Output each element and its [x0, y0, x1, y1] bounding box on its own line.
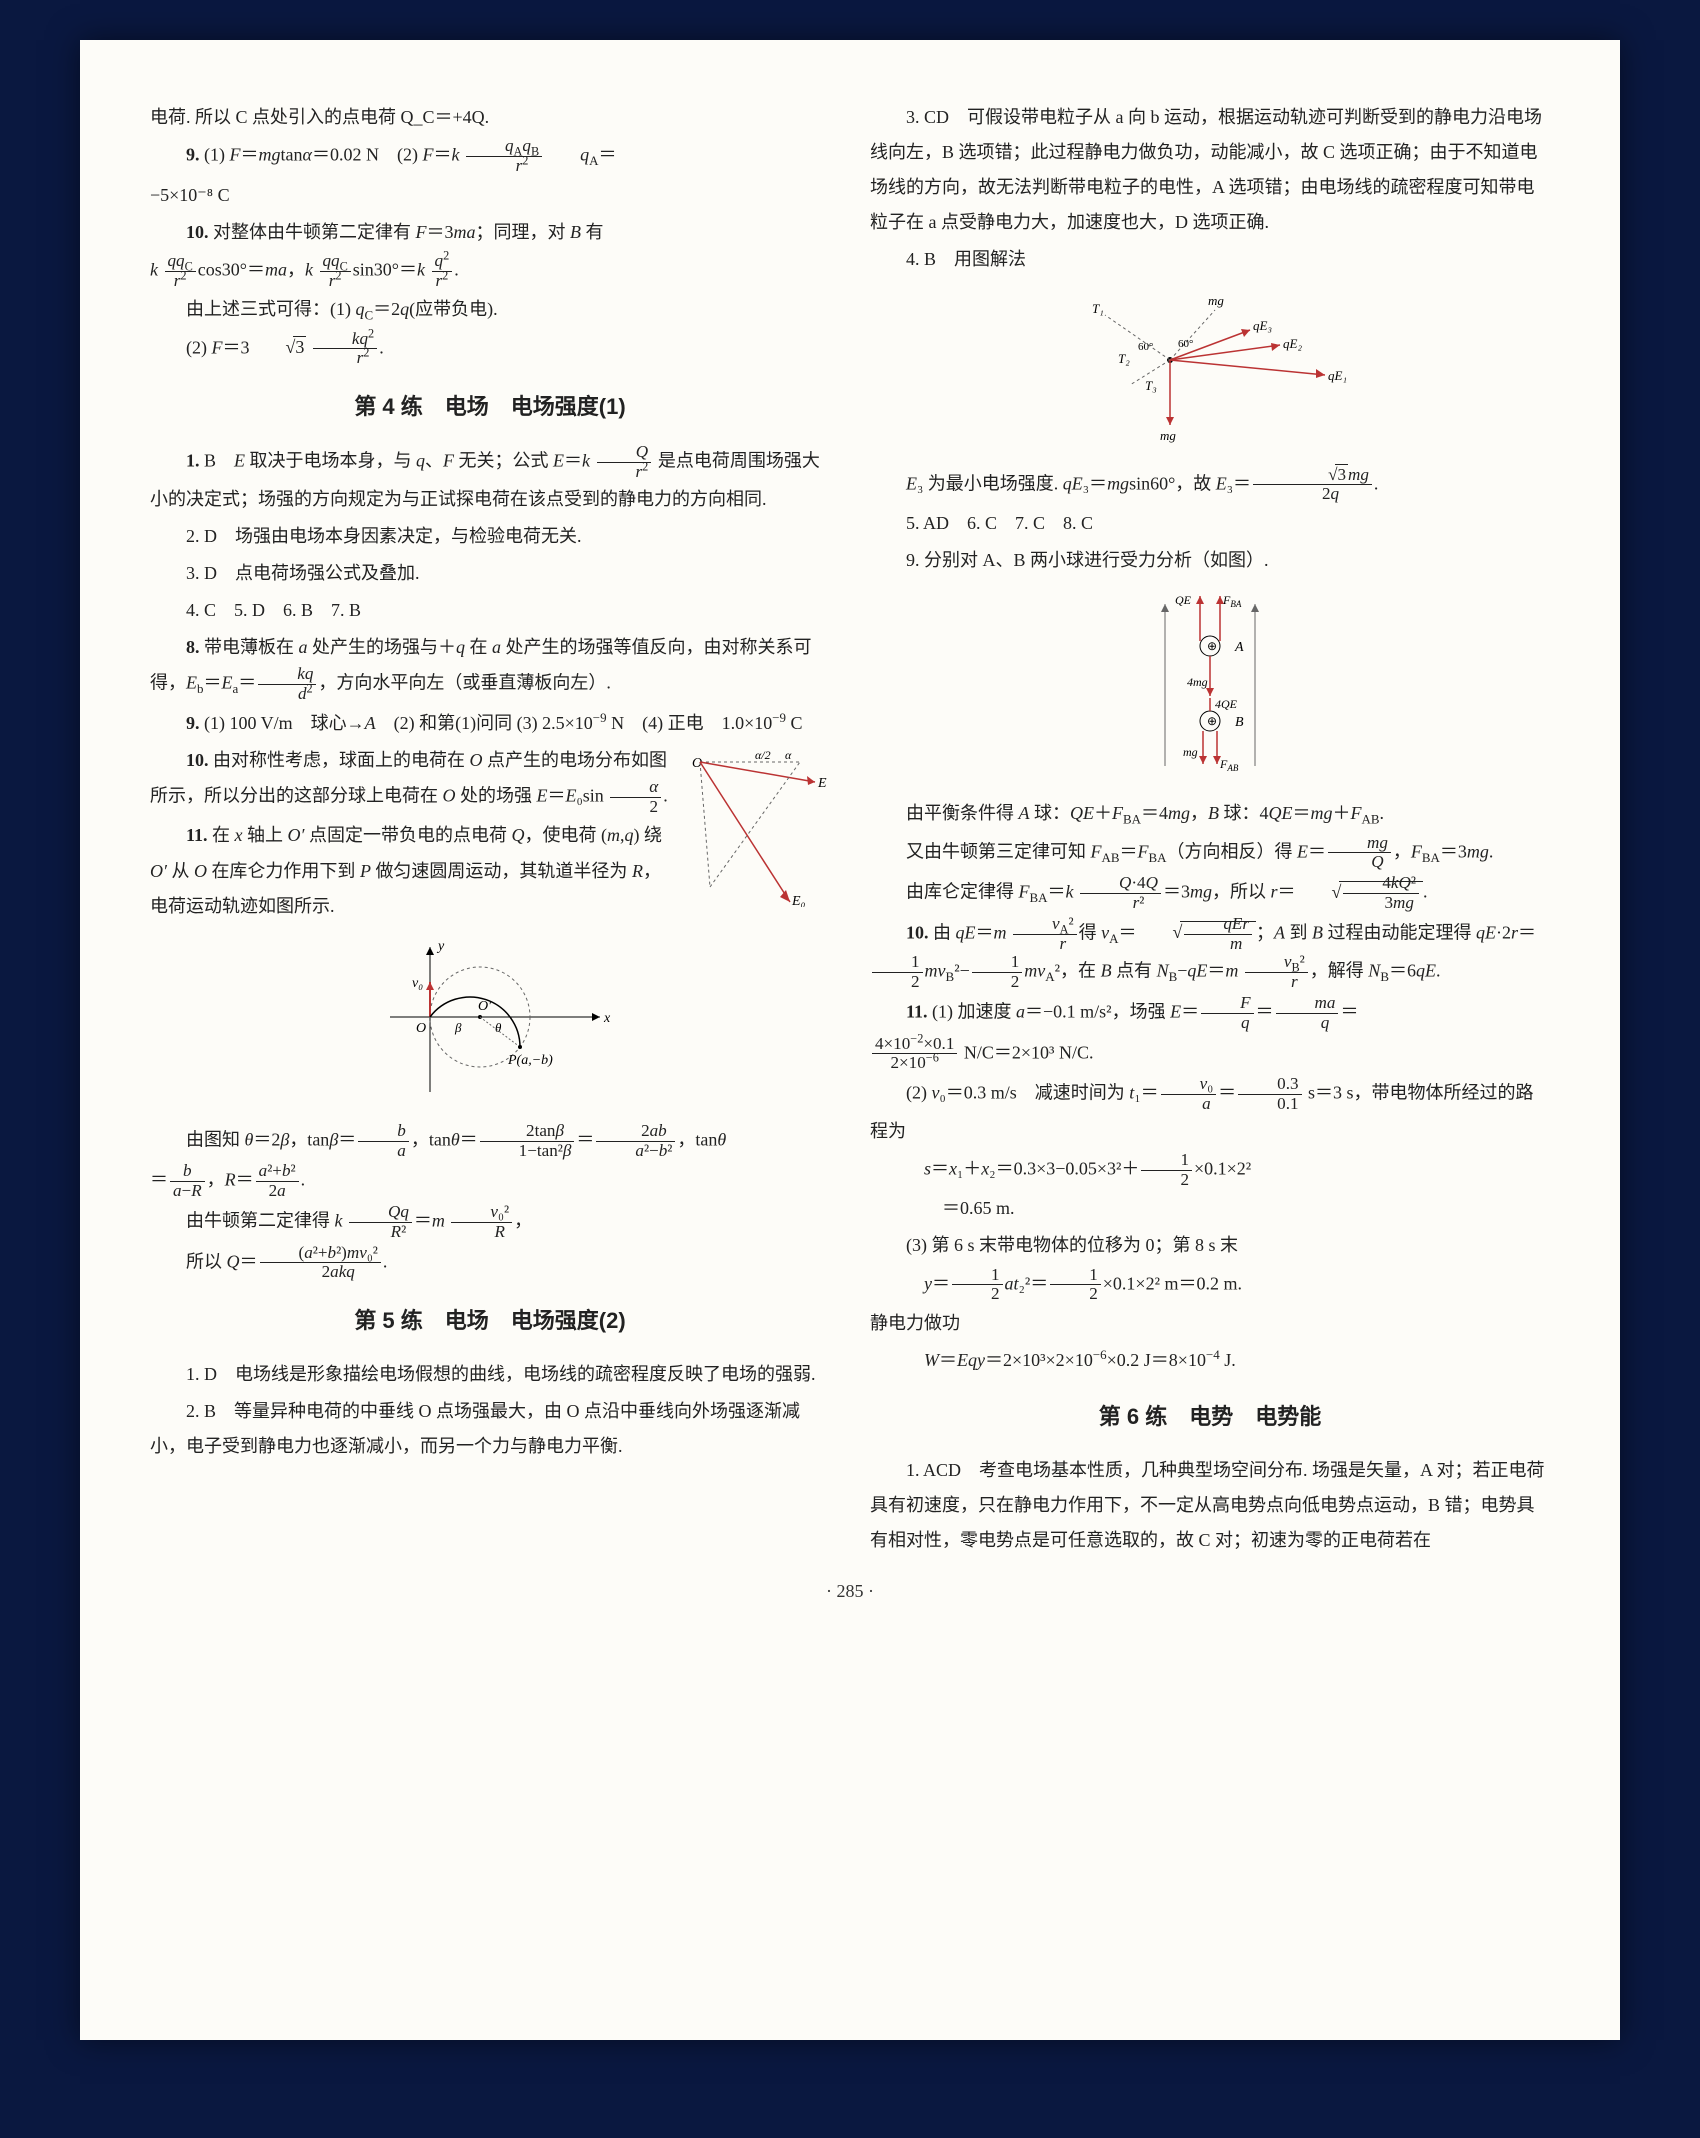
svg-text:B: B [1235, 715, 1244, 730]
svg-text:60°: 60° [1178, 338, 1193, 350]
s4-3: 3. D 点电荷场强公式及叠加. [150, 556, 830, 591]
svg-text:A: A [1234, 640, 1244, 655]
left-column: 电荷. 所以 C 点处引入的点电荷 Q_C＝+4Q. 9. (1) F＝mgta… [150, 100, 830, 1561]
svg-text:O: O [416, 1021, 426, 1036]
svg-text:α: α [785, 748, 792, 762]
svg-text:v₀: v₀ [412, 976, 423, 991]
section-5-title: 第 5 练 电场 电场强度(2) [150, 1300, 830, 1343]
svg-text:y: y [436, 939, 445, 954]
s5-11f: (3) 第 6 s 末带电物体的位移为 0；第 8 s 末 [870, 1228, 1550, 1263]
s5-11b: 4×10−2×0.12×10−6 N/C＝2×10³ N/C. [870, 1035, 1550, 1074]
svg-text:60°: 60° [1138, 341, 1153, 353]
s5-9d: 由库仑定律得 FBA＝k Q·4Qr²＝3mg，所以 r＝4kQ²3mg. [870, 874, 1550, 913]
svg-text:qE₁: qE₁ [1328, 368, 1347, 383]
s5-11g: y＝12at₂²＝12×0.1×2² m＝0.2 m. [870, 1266, 1550, 1305]
s5-11d: s＝x₁＋x₂＝0.3×3−0.05×3²＋12×0.1×2² [870, 1151, 1550, 1190]
svg-text:qE₃: qE₃ [1253, 318, 1272, 333]
s4-11b: 由图知 θ＝2β，tanβ＝ba，tanθ＝2tanβ1−tan²β＝2aba²… [150, 1122, 830, 1161]
answer-10c: 由上述三式可得：(1) qC＝2q(应带负电). [150, 292, 830, 327]
two-column-layout: 电荷. 所以 C 点处引入的点电荷 Q_C＝+4Q. 9. (1) F＝mgta… [150, 100, 1550, 1561]
s5-2: 2. B 等量异种电荷的中垂线 O 点场强最大，由 O 点沿中垂线向外场强逐渐减… [150, 1394, 830, 1464]
s4-11e: 所以 Q＝(a²+b²)mv₀²2akq. [150, 1244, 830, 1283]
s5-9c: 又由牛顿第三定律可知 FAB＝FBA（方向相反）得 E＝mgQ，FBA＝3mg. [870, 834, 1550, 873]
s4-11c: ＝ba−R，R＝a²+b²2a. [150, 1162, 830, 1201]
svg-text:4mg: 4mg [1187, 675, 1208, 689]
figure-sphere: O α/2 α E E₀ [680, 747, 830, 919]
answer-10d: (2) F＝33 kq2r2. [150, 330, 830, 369]
svg-text:qE₂: qE₂ [1283, 336, 1302, 351]
answer-9b: −5×10⁻⁸ C [150, 178, 830, 213]
svg-text:FBA: FBA [1222, 593, 1242, 609]
svg-text:x: x [603, 1011, 611, 1026]
svg-text:mg: mg [1208, 293, 1224, 308]
figure-orbit: x y O O′ v₀ β θ P(a,−b) [150, 932, 830, 1114]
s5-11e: ＝0.65 m. [870, 1191, 1550, 1226]
svg-text:⊕: ⊕ [1207, 714, 1217, 728]
svg-text:⊕: ⊕ [1207, 639, 1217, 653]
svg-text:β: β [454, 1020, 462, 1035]
s5-9b: 由平衡条件得 A 球：QE＋FBA＝4mg，B 球：4QE＝mg＋FAB. [870, 796, 1550, 831]
s4-2: 2. D 场强由电场本身因素决定，与检验电荷无关. [150, 519, 830, 554]
svg-text:4QE: 4QE [1215, 697, 1238, 711]
s5-11a: 11. (1) 加速度 a＝−0.1 m/s²，场强 E＝Fq＝maq＝ [870, 994, 1550, 1033]
page-number: · 285 · [150, 1581, 1550, 1602]
s6-1: 1. ACD 考查电场基本性质，几种典型场空间分布. 场强是矢量，A 对；若正电… [870, 1453, 1550, 1558]
figure-vectors: T₁ T₂ T₃ mg mg qE₃ qE₂ [870, 285, 1550, 457]
s5-11h: 静电力做功 [870, 1306, 1550, 1341]
svg-text:T₂: T₂ [1118, 351, 1130, 366]
answer-9: 9. (1) F＝mgtanα＝0.02 N (2) F＝k qAqBr2 qA… [150, 137, 830, 176]
s4-11d: 由牛顿第二定律得 k QqR²＝m v₀²R， [150, 1203, 830, 1242]
s4-8: 8. 带电薄板在 a 处产生的场强与＋q 在 a 处产生的场强等值反向，由对称关… [150, 630, 830, 704]
right-column: 3. CD 可假设带电粒子从 a 向 b 运动，根据运动轨迹可判断受到的静电力沿… [870, 100, 1550, 1561]
s5-4b: E₃ 为最小电场强度. qE₃＝mgsin60°，故 E₃＝3mg2q. [870, 466, 1550, 505]
svg-text:T₃: T₃ [1145, 378, 1157, 393]
answer-text: 电荷. 所以 C 点处引入的点电荷 Q_C＝+4Q. [150, 100, 830, 135]
s5-10: 10. 由 qE＝m vA²r得 vA＝qErm；A 到 B 过程由动能定理得 … [870, 915, 1550, 992]
section-6-title: 第 6 练 电势 电势能 [870, 1396, 1550, 1439]
svg-text:P(a,−b): P(a,−b) [507, 1053, 553, 1068]
svg-text:QE: QE [1175, 593, 1192, 607]
answer-10b: k qqCr2cos30°＝ma，k qqCr2sin30°＝k q2r2. [150, 252, 830, 291]
page: 电荷. 所以 C 点处引入的点电荷 Q_C＝+4Q. 9. (1) F＝mgta… [80, 40, 1620, 2040]
s4-4: 4. C 5. D 6. B 7. B [150, 593, 830, 628]
svg-text:θ: θ [495, 1020, 502, 1035]
s5-4: 4. B 用图解法 [870, 242, 1550, 277]
s4-1: 1. B E 取决于电场本身，与 q、F 无关；公式 E＝k Qr2 是点电荷周… [150, 443, 830, 517]
svg-text:α/2: α/2 [755, 748, 771, 762]
svg-text:FAB: FAB [1219, 757, 1239, 773]
svg-text:E: E [817, 776, 827, 791]
s4-9: 9. (1) 100 V/m 球心→A (2) 和第(1)问同 (3) 2.5×… [150, 706, 830, 741]
s5-3: 3. CD 可假设带电粒子从 a 向 b 运动，根据运动轨迹可判断受到的静电力沿… [870, 100, 1550, 240]
figure-balls: ⊕ A QE FBA 4mg ⊕ B 4QE [870, 586, 1550, 788]
s5-9a: 9. 分别对 A、B 两小球进行受力分析（如图）. [870, 543, 1550, 578]
s5-1: 1. D 电场线是形象描绘电场假想的曲线，电场线的疏密程度反映了电场的强弱. [150, 1357, 830, 1392]
s5-11c: (2) v₀＝0.3 m/s 减速时间为 t₁＝v₀a＝0.30.1 s＝3 s… [870, 1075, 1550, 1149]
s5-11i: W＝Eqy＝2×10³×2×10−6×0.2 J＝8×10−4 J. [870, 1343, 1550, 1378]
section-4-title: 第 4 练 电场 电场强度(1) [150, 386, 830, 429]
svg-text:mg: mg [1160, 428, 1176, 443]
svg-text:T₁: T₁ [1092, 301, 1104, 316]
svg-text:E₀: E₀ [791, 894, 806, 907]
s5-5-8: 5. AD 6. C 7. C 8. C [870, 506, 1550, 541]
svg-text:mg: mg [1183, 745, 1198, 759]
answer-10a: 10. 对整体由牛顿第二定律有 F＝3ma；同理，对 B 有 [150, 215, 830, 250]
